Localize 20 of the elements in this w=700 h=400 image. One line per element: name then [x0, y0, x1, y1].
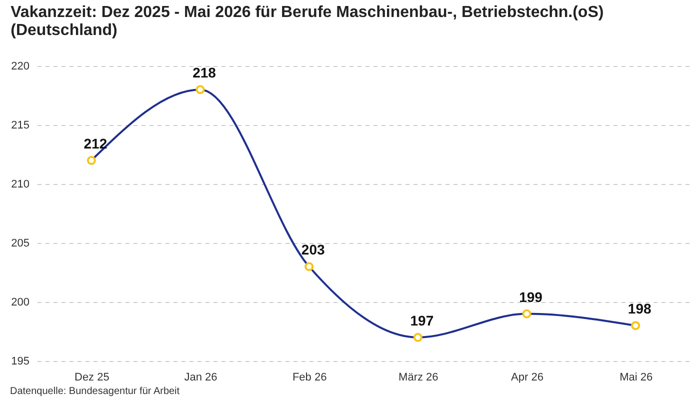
y-tick-label: 220	[11, 60, 30, 72]
y-tick-label: 195	[11, 356, 30, 368]
data-label: 199	[519, 288, 543, 305]
y-tick-label: 205	[11, 238, 30, 250]
chart-title: Vakanzzeit: Dez 2025 - Mai 2026 für Berufe Maschinenbau-, Betriebstechn.(oS) (Deutschland)	[10, 4, 604, 39]
text: Datenquelle: Bundesagentur für Arbeit	[10, 386, 180, 397]
data-label: 203	[301, 242, 325, 258]
x-tick-label: Mai 26	[620, 372, 653, 384]
y-tick-label: 200	[11, 296, 30, 308]
data-label: 198	[628, 300, 652, 317]
y-tick-label: 210	[11, 178, 30, 190]
x-tick-label: Jan 26	[184, 372, 218, 384]
x-tick-label: März 26	[398, 372, 438, 384]
data-label: 212	[84, 135, 108, 152]
data-label: 197	[410, 312, 434, 328]
data-label: 218	[192, 64, 216, 81]
x-tick-label: Dez 25	[74, 372, 110, 384]
y-tick-label: 215	[11, 120, 30, 132]
x-tick-label: Feb 26	[292, 372, 327, 384]
x-tick-label: Apr 26	[511, 372, 544, 384]
